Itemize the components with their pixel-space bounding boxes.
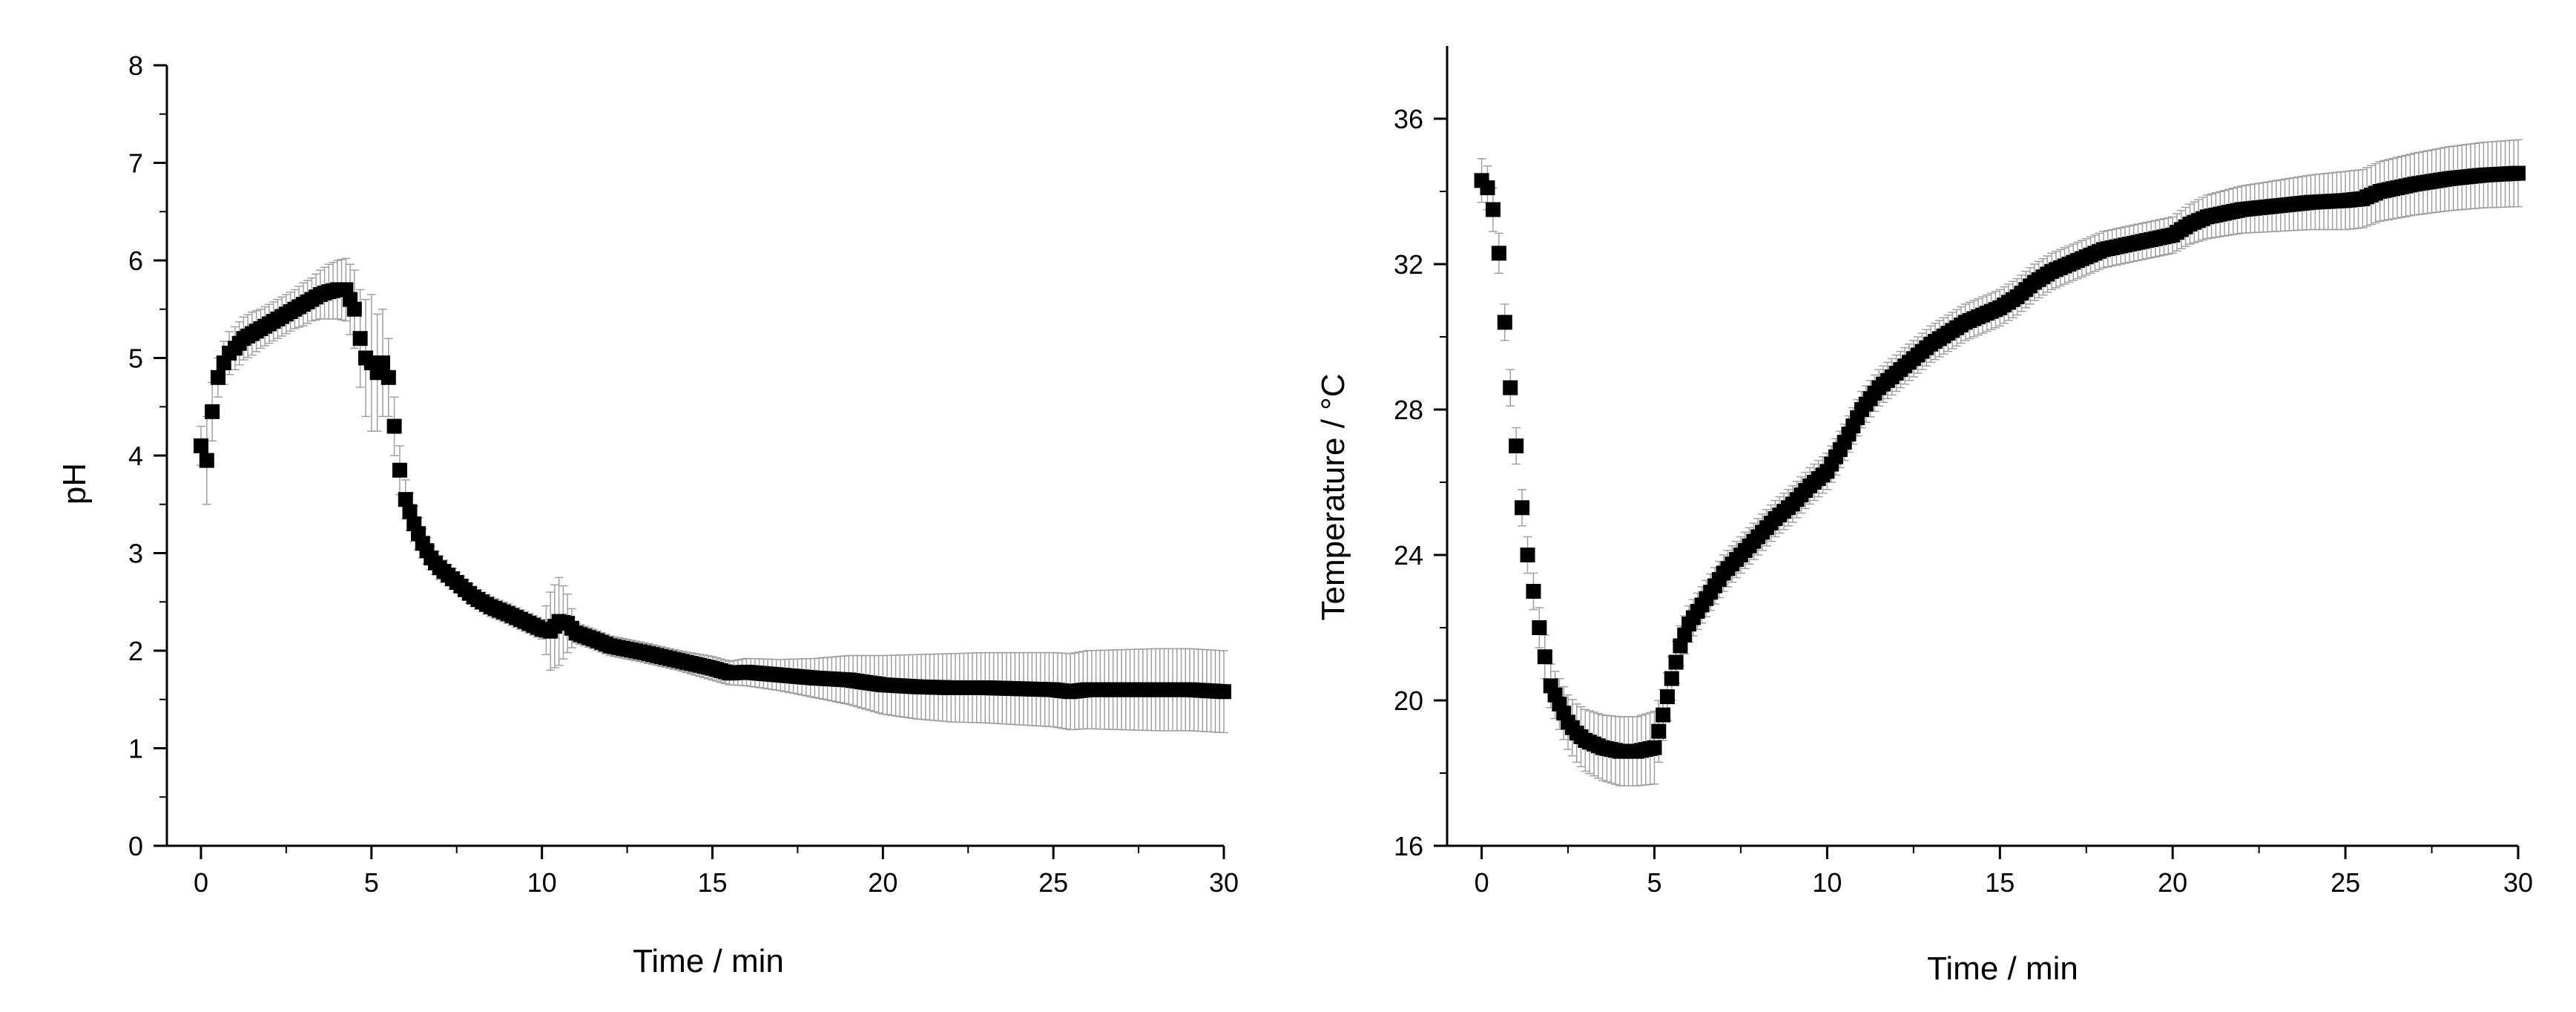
temperature-data-point xyxy=(1656,707,1671,723)
ph-x-tick-label: 15 xyxy=(697,867,727,898)
temperature-x-tick-label: 15 xyxy=(1985,867,2015,898)
ph-data-point xyxy=(210,369,225,385)
ph-y-tick-label: 7 xyxy=(128,148,143,179)
ph-x-tick-label: 10 xyxy=(527,867,557,898)
temperature-data-point xyxy=(1532,620,1547,635)
ph-data-point xyxy=(375,355,390,371)
temperature-data-point xyxy=(1520,548,1535,562)
temperature-markers xyxy=(1474,165,2526,759)
temperature-data-point xyxy=(1503,380,1518,395)
ph-data-point xyxy=(1216,684,1231,700)
ph-y-tick-label: 8 xyxy=(128,50,143,81)
temperature-y-tick-label: 28 xyxy=(1394,395,1423,425)
ph-x-tick-label: 25 xyxy=(1038,867,1068,898)
temperature-data-point xyxy=(1659,689,1675,705)
temperature-y-tick-label: 32 xyxy=(1394,249,1423,280)
temperature-error-bars xyxy=(1477,139,2523,786)
temperature-data-point xyxy=(1647,740,1662,755)
temperature-chart: 0 5 10 15 20 25 30 16 20 24 28 32 36 Time / min Temp… xyxy=(1315,46,2533,987)
temperature-data-point xyxy=(1509,438,1524,453)
temperature-data-point xyxy=(1537,649,1552,665)
ph-y-tick-label: 4 xyxy=(128,441,143,471)
ph-data-point xyxy=(402,504,418,519)
temperature-y-axis-title: Temperature / °C xyxy=(1315,373,1351,620)
temperature-data-point xyxy=(1497,315,1512,330)
ph-y-tick-label: 5 xyxy=(128,344,143,374)
ph-y-tick-label: 0 xyxy=(128,831,143,861)
temperature-y-tick-label: 16 xyxy=(1394,831,1423,861)
temperature-y-tick-label: 24 xyxy=(1394,540,1423,571)
ph-data-point xyxy=(381,369,396,385)
ph-x-tick-label: 5 xyxy=(364,867,379,898)
ph-chart: 0 5 10 15 20 25 30 0 1 2 3 4 5 6 7 8 Time / min pH xyxy=(56,50,1239,979)
ph-data-point xyxy=(398,492,413,507)
temperature-data-point xyxy=(1485,202,1501,217)
ph-markers xyxy=(193,282,1231,700)
temperature-x-tick-label: 30 xyxy=(2503,867,2533,898)
temperature-x-tick-label: 0 xyxy=(1475,867,1489,898)
temperature-data-point xyxy=(1668,654,1684,670)
ph-y-tick-label: 6 xyxy=(128,246,143,276)
temperature-data-point xyxy=(1491,246,1506,261)
temperature-y-tick-label: 36 xyxy=(1394,104,1423,134)
temperature-axes: 0 5 10 15 20 25 30 16 20 24 28 32 36 xyxy=(1394,46,2533,898)
temperature-x-tick-label: 5 xyxy=(1647,867,1661,898)
temperature-data-point xyxy=(1480,180,1495,196)
ph-data-point xyxy=(392,462,407,478)
temperature-x-tick-label: 10 xyxy=(1812,867,1842,898)
ph-x-axis-title: Time / min xyxy=(633,943,784,979)
ph-y-tick-label: 1 xyxy=(128,734,143,764)
temperature-x-tick-label: 20 xyxy=(2158,867,2187,898)
temperature-data-point xyxy=(1651,723,1667,739)
ph-data-point xyxy=(193,438,208,453)
ph-data-point xyxy=(346,301,362,317)
ph-x-tick-label: 30 xyxy=(1209,867,1239,898)
ph-x-tick-label: 20 xyxy=(868,867,897,898)
temperature-x-tick-label: 25 xyxy=(2330,867,2360,898)
temperature-data-point xyxy=(1664,671,1679,686)
ph-data-point xyxy=(386,418,402,434)
ph-axes: 0 5 10 15 20 25 30 0 1 2 3 4 5 6 7 8 xyxy=(128,50,1239,898)
temperature-y-tick-label: 20 xyxy=(1394,686,1423,716)
ph-data-point xyxy=(352,331,368,346)
ph-y-axis-title: pH xyxy=(56,463,93,505)
temperature-data-point xyxy=(2511,165,2526,181)
temperature-x-axis-title: Time / min xyxy=(1927,950,2078,987)
ph-y-tick-label: 2 xyxy=(128,636,143,666)
ph-data-point xyxy=(199,453,214,468)
temperature-data-point xyxy=(1526,584,1541,599)
ph-x-tick-label: 0 xyxy=(194,867,208,898)
temperature-data-point xyxy=(1515,500,1530,516)
ph-y-tick-label: 3 xyxy=(128,539,143,569)
ph-data-point xyxy=(205,404,220,419)
